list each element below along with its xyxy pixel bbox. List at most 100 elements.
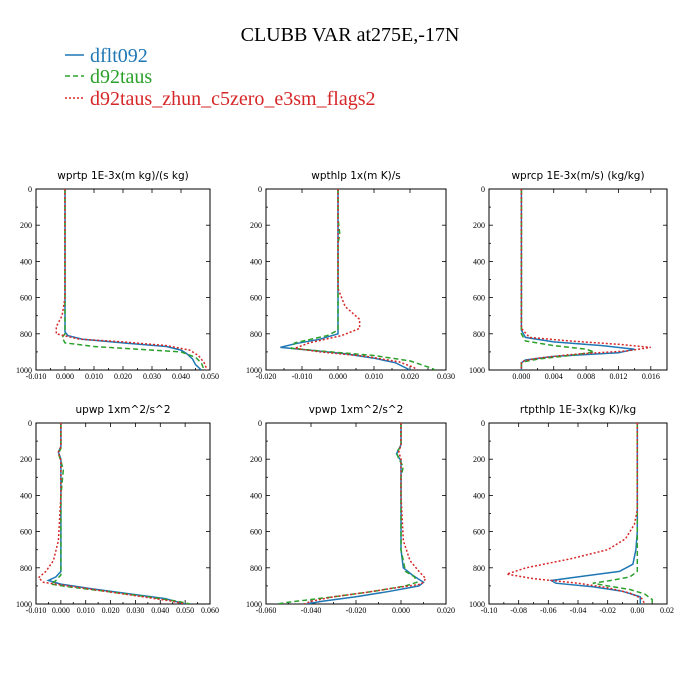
legend: dflt092 d92taus d92taus_zhun_c5zero_e3sm… bbox=[65, 45, 375, 110]
x-tick-label: -0.08 bbox=[510, 606, 527, 615]
x-tick-label: 0.000 bbox=[392, 606, 410, 615]
panel-4: upwp 1xm^2/s^2 -0.010 0.000 0.010 0.020 0.030… bbox=[16, 404, 219, 615]
x-tick-label: 0.012 bbox=[609, 372, 627, 381]
x-tick-label: 0.020 bbox=[437, 606, 455, 615]
x-tick-label: 0.00 bbox=[630, 606, 644, 615]
x-tick-label: 0.020 bbox=[401, 372, 419, 381]
panel-3: wprcp 1E-3x(m/s) (kg/kg) 0.000 0.004 0.008 0… bbox=[469, 170, 668, 381]
y-tick-label: 200 bbox=[20, 455, 32, 464]
panel-2: wpthlp 1x(m K)/s -0.020 -0.010 0.000 0.010 0.… bbox=[246, 170, 455, 381]
y-tick-label: 400 bbox=[473, 257, 485, 266]
plot-frame bbox=[488, 188, 668, 371]
panel-title: wprcp 1E-3x(m/s) (kg/kg) bbox=[511, 170, 644, 182]
y-tick-label: 400 bbox=[250, 491, 262, 500]
x-tick-label: 0.010 bbox=[365, 372, 383, 381]
x-tick-label: -0.010 bbox=[292, 372, 313, 381]
legend-label-d92taus-zhun: d92taus_zhun_c5zero_e3sm_flags2 bbox=[90, 88, 375, 110]
series-line-d92taus bbox=[48, 423, 191, 604]
y-tick-label: 1000 bbox=[469, 366, 485, 375]
legend-label-dflt092: dflt092 bbox=[90, 45, 148, 67]
panel-title: rtpthlp 1E-3x(kg K)/kg bbox=[520, 404, 636, 416]
panel-1: wprtp 1E-3x(m kg)/(s kg) -0.010 0.000 0.010… bbox=[16, 170, 219, 381]
y-tick-label: 200 bbox=[250, 455, 262, 464]
series-line-d92taus bbox=[289, 189, 436, 370]
x-tick-label: 0.016 bbox=[642, 372, 660, 381]
x-tick-label: 0.030 bbox=[143, 372, 161, 381]
y-tick-label: 200 bbox=[20, 221, 32, 230]
x-tick-label: 0.02 bbox=[660, 606, 674, 615]
y-tick-label: 1000 bbox=[469, 600, 485, 609]
panel-title: wprtp 1E-3x(m kg)/(s kg) bbox=[57, 170, 188, 182]
y-tick-label: 200 bbox=[250, 221, 262, 230]
y-tick-label: 600 bbox=[250, 294, 262, 303]
series-line-d92taus-zhun-c5zero-e3sm-flags2 bbox=[304, 423, 427, 604]
y-tick-label: 400 bbox=[20, 257, 32, 266]
y-tick-label: 1000 bbox=[246, 366, 262, 375]
x-tick-label: -0.010 bbox=[26, 372, 47, 381]
x-tick-label: 0.060 bbox=[201, 606, 219, 615]
y-tick-label: 400 bbox=[250, 257, 262, 266]
y-tick-label: 200 bbox=[473, 221, 485, 230]
y-tick-label: 400 bbox=[473, 491, 485, 500]
x-tick-label: -0.020 bbox=[256, 372, 277, 381]
x-tick-label: 0.030 bbox=[437, 372, 455, 381]
y-tick-label: 0 bbox=[481, 419, 485, 428]
series-line-d92taus-zhun-c5zero-e3sm-flags2 bbox=[294, 189, 418, 370]
x-tick-label: -0.010 bbox=[26, 606, 47, 615]
y-tick-label: 800 bbox=[20, 564, 32, 573]
panel-title: vpwp 1xm^2/s^2 bbox=[309, 404, 404, 416]
y-tick-label: 800 bbox=[20, 330, 32, 339]
x-tick-label: -0.02 bbox=[599, 606, 616, 615]
y-tick-label: 0 bbox=[258, 185, 262, 194]
x-tick-label: 0.004 bbox=[545, 372, 563, 381]
series-line-dflt092 bbox=[306, 423, 425, 604]
y-tick-label: 600 bbox=[20, 294, 32, 303]
x-tick-label: 0.020 bbox=[102, 606, 120, 615]
x-tick-label: 0.000 bbox=[52, 606, 70, 615]
series-line-d92taus bbox=[61, 189, 205, 370]
x-tick-label: -0.06 bbox=[540, 606, 557, 615]
series-line-dflt092 bbox=[520, 189, 635, 370]
y-tick-label: 800 bbox=[250, 330, 262, 339]
series-line-d92taus-zhun-c5zero-e3sm-flags2 bbox=[520, 189, 651, 370]
x-tick-label: -0.04 bbox=[570, 606, 587, 615]
x-tick-label: -0.040 bbox=[301, 606, 322, 615]
legend-label-d92taus: d92taus bbox=[90, 66, 152, 88]
panel-title: upwp 1xm^2/s^2 bbox=[76, 404, 171, 416]
x-tick-label: 0.050 bbox=[176, 606, 194, 615]
panel-title: wpthlp 1x(m K)/s bbox=[311, 170, 401, 182]
series-line-dflt092 bbox=[280, 189, 411, 370]
figure-title: CLUBB VAR at275E,-17N bbox=[241, 24, 460, 46]
y-tick-label: 200 bbox=[473, 455, 485, 464]
y-tick-label: 0 bbox=[481, 185, 485, 194]
x-tick-label: 0.020 bbox=[114, 372, 132, 381]
plot-frame bbox=[265, 422, 447, 605]
y-tick-label: 400 bbox=[20, 491, 32, 500]
panel-5: vpwp 1xm^2/s^2 -0.060 -0.040 -0.020 0.000 0.0… bbox=[246, 404, 455, 615]
panels-grid: wprtp 1E-3x(m kg)/(s kg)-0.010 0.000 0.010… bbox=[16, 170, 674, 615]
x-tick-label: 0.010 bbox=[85, 372, 103, 381]
y-tick-label: 600 bbox=[20, 528, 32, 537]
x-tick-label: 0.030 bbox=[126, 606, 144, 615]
series-line-d92taus-zhun-c5zero-e3sm-flags2 bbox=[55, 189, 208, 370]
y-tick-label: 0 bbox=[28, 419, 32, 428]
x-tick-label: 0.050 bbox=[201, 372, 219, 381]
panel-6: rtpthlp 1E-3x(kg K)/kg -0.10 -0.08 -0.06 -0.… bbox=[469, 404, 674, 615]
x-tick-label: -0.060 bbox=[256, 606, 277, 615]
x-tick-label: 0.040 bbox=[151, 606, 169, 615]
y-tick-label: 1000 bbox=[246, 600, 262, 609]
series-line-dflt092 bbox=[64, 189, 202, 370]
x-tick-label: 0.010 bbox=[77, 606, 95, 615]
y-tick-label: 600 bbox=[250, 528, 262, 537]
y-tick-label: 800 bbox=[250, 564, 262, 573]
x-tick-label: 0.000 bbox=[512, 372, 530, 381]
x-tick-label: -0.10 bbox=[481, 606, 498, 615]
series-line-d92taus-zhun-c5zero-e3sm-flags2 bbox=[506, 423, 646, 604]
plot-frame bbox=[265, 188, 447, 371]
series-line-dflt092 bbox=[46, 423, 186, 604]
x-tick-label: 0.040 bbox=[172, 372, 190, 381]
series-line-d92taus bbox=[592, 423, 653, 604]
plot-frame bbox=[35, 422, 211, 605]
y-tick-label: 0 bbox=[258, 419, 262, 428]
